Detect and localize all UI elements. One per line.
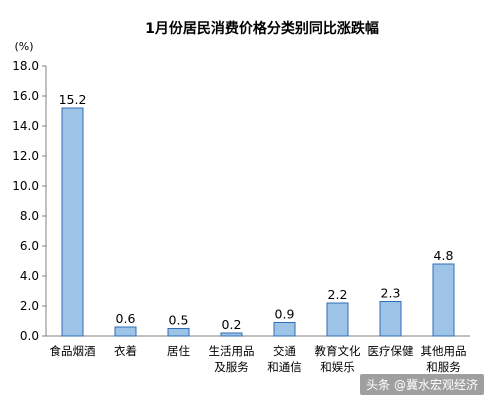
bar [114, 326, 137, 337]
data-label: 0.6 [116, 311, 136, 326]
category-label: 食品烟酒 [50, 344, 96, 358]
y-tick-label: 8.0 [20, 209, 39, 223]
watermark: 头条 @冀水宏观经济 [360, 374, 484, 395]
data-label: 0.5 [169, 313, 189, 328]
bar [167, 328, 190, 337]
category-label: 和通信 [267, 360, 302, 374]
bar [432, 263, 455, 337]
category-label: 教育文化 [315, 344, 361, 358]
y-tick-label: 2.0 [20, 299, 39, 313]
y-tick-label: 14.0 [12, 119, 39, 133]
y-tick-label: 12.0 [12, 149, 39, 163]
chart-title: 1月份居民消费价格分类别同比涨跌幅 [145, 20, 379, 37]
y-tick-label: 6.0 [20, 239, 39, 253]
bar [61, 107, 84, 337]
data-labels: 15.2 0.6 0.5 0.2 0.9 2.2 2.3 4.8 [59, 92, 454, 332]
category-label: 和娱乐 [320, 360, 355, 374]
category-label: 其他用品 [421, 344, 467, 358]
y-tick-label: 10.0 [12, 179, 39, 193]
data-label: 0.9 [275, 307, 295, 322]
category-label: 生活用品 [209, 344, 255, 358]
category-label: 和服务 [426, 360, 461, 374]
y-tick-label: 0.0 [20, 329, 39, 343]
y-tick-label: 4.0 [20, 269, 39, 283]
y-tick-label: 18.0 [12, 59, 39, 73]
category-label: 及服务 [214, 360, 249, 374]
data-label: 2.3 [381, 286, 401, 301]
category-label: 衣着 [114, 344, 137, 358]
data-label: 15.2 [59, 92, 87, 107]
y-tick-label: 16.0 [12, 89, 39, 103]
bar [379, 301, 402, 337]
category-label: 交通 [273, 344, 296, 358]
bar [326, 302, 349, 337]
bar [220, 332, 243, 337]
data-label: 4.8 [434, 248, 454, 263]
y-unit-label: (%) [14, 40, 33, 53]
bars [61, 107, 455, 337]
bar [273, 322, 296, 337]
data-label: 0.2 [222, 317, 242, 332]
data-label: 2.2 [328, 287, 348, 302]
category-label: 医疗保健 [368, 344, 414, 358]
category-label: 居住 [167, 344, 190, 358]
